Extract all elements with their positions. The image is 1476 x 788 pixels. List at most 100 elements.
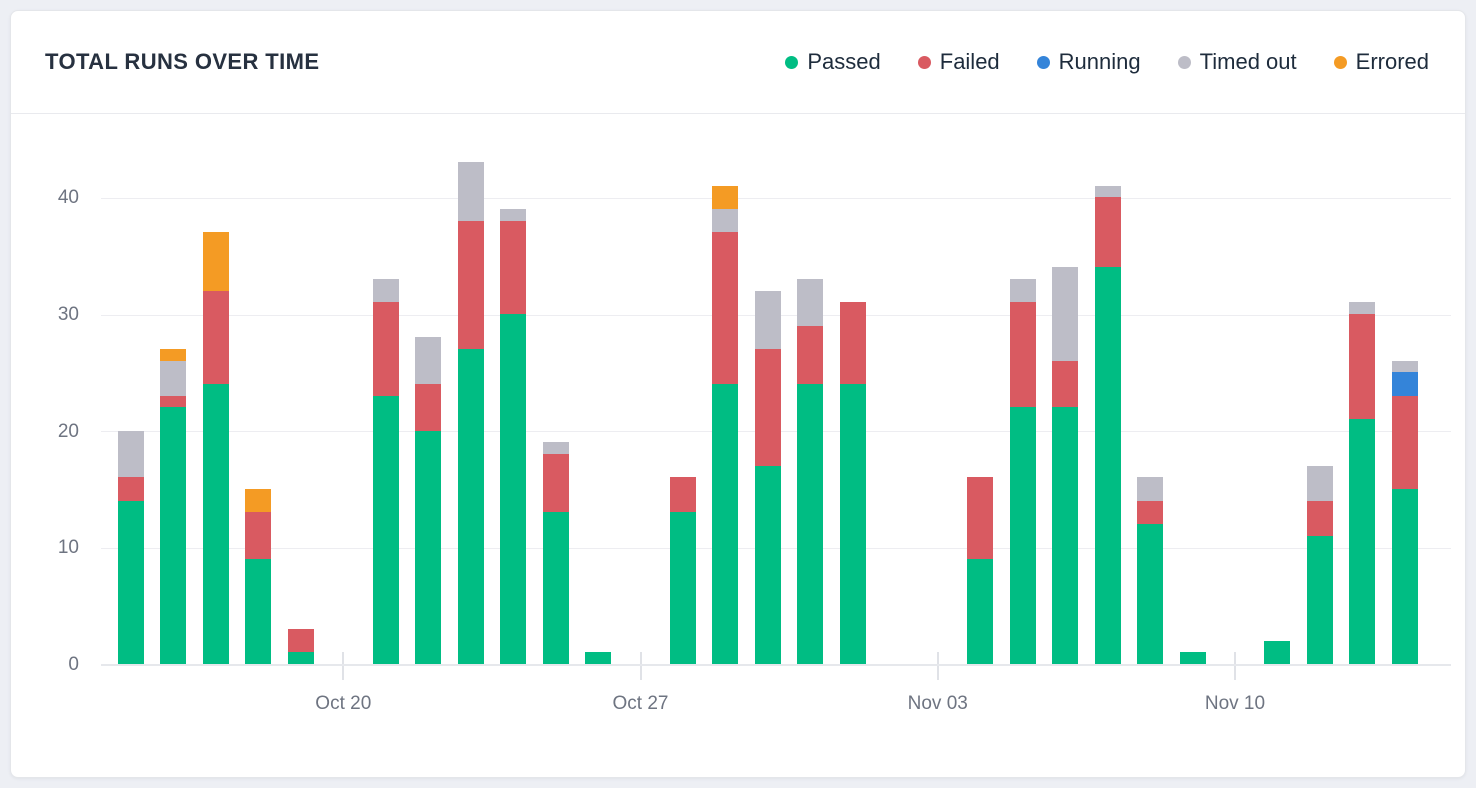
bar-column-oct-15[interactable]: [118, 430, 144, 664]
bar-column-oct-21[interactable]: [372, 279, 399, 664]
bar-segment-failed[interactable]: [967, 477, 994, 559]
bar-segment-failed[interactable]: [1349, 314, 1376, 419]
bar-segment-passed[interactable]: [585, 652, 612, 664]
bar-segment-passed[interactable]: [415, 430, 442, 664]
bar-column-oct-23[interactable]: [457, 162, 484, 664]
bar-segment-errored[interactable]: [202, 232, 229, 291]
bar-column-nov-05[interactable]: [1009, 279, 1036, 664]
legend-item-running[interactable]: Running: [1036, 49, 1141, 75]
bar-segment-passed[interactable]: [1009, 407, 1036, 664]
bar-segment-failed[interactable]: [712, 232, 739, 384]
bar-segment-errored[interactable]: [245, 489, 272, 513]
bar-segment-passed[interactable]: [118, 500, 144, 664]
bar-segment-passed[interactable]: [287, 652, 314, 664]
bar-segment-timed-out[interactable]: [500, 209, 527, 221]
bar-segment-failed[interactable]: [1391, 395, 1418, 489]
bar-segment-timed-out[interactable]: [1306, 465, 1333, 501]
bar-column-nov-04[interactable]: [967, 477, 994, 664]
bar-segment-failed[interactable]: [287, 629, 314, 653]
bar-segment-passed[interactable]: [500, 313, 527, 664]
bar-column-nov-06[interactable]: [1052, 267, 1079, 664]
bar-segment-running[interactable]: [1391, 372, 1418, 396]
bar-segment-passed[interactable]: [1179, 652, 1206, 664]
bar-segment-passed[interactable]: [542, 512, 569, 664]
bar-segment-passed[interactable]: [1137, 524, 1164, 664]
bar-segment-failed[interactable]: [202, 290, 229, 384]
bar-segment-passed[interactable]: [754, 465, 781, 664]
bar-segment-failed[interactable]: [118, 477, 144, 501]
bar-column-oct-31[interactable]: [797, 279, 824, 664]
bar-segment-failed[interactable]: [245, 512, 272, 559]
bar-segment-passed[interactable]: [1391, 488, 1418, 664]
bar-segment-timed-out[interactable]: [1349, 302, 1376, 314]
bar-column-nov-13[interactable]: [1349, 302, 1376, 664]
bar-column-nov-01[interactable]: [839, 302, 866, 664]
bar-segment-timed-out[interactable]: [754, 290, 781, 349]
bar-segment-timed-out[interactable]: [457, 162, 484, 221]
bar-segment-passed[interactable]: [1052, 407, 1079, 664]
bar-segment-timed-out[interactable]: [372, 279, 399, 303]
bar-column-nov-07[interactable]: [1094, 185, 1121, 664]
bar-segment-failed[interactable]: [669, 477, 696, 513]
bar-segment-passed[interactable]: [1264, 640, 1291, 664]
bar-column-oct-19[interactable]: [287, 629, 314, 664]
bar-segment-passed[interactable]: [669, 512, 696, 664]
bar-segment-passed[interactable]: [1349, 419, 1376, 664]
bar-segment-errored[interactable]: [712, 185, 739, 209]
bar-segment-timed-out[interactable]: [712, 209, 739, 233]
bar-column-oct-26[interactable]: [585, 652, 612, 664]
legend-item-passed[interactable]: Passed: [785, 49, 881, 75]
bar-segment-timed-out[interactable]: [1052, 267, 1079, 361]
bar-column-nov-09[interactable]: [1179, 652, 1206, 664]
bar-segment-failed[interactable]: [1094, 197, 1121, 268]
bar-segment-timed-out[interactable]: [1137, 477, 1164, 501]
legend-item-timed-out[interactable]: Timed out: [1177, 49, 1297, 75]
bar-segment-passed[interactable]: [839, 384, 866, 664]
bar-segment-passed[interactable]: [202, 384, 229, 664]
bar-segment-failed[interactable]: [500, 220, 527, 314]
bar-column-oct-17[interactable]: [202, 232, 229, 664]
bar-segment-passed[interactable]: [457, 349, 484, 664]
bar-segment-timed-out[interactable]: [118, 430, 144, 478]
bar-segment-failed[interactable]: [1306, 500, 1333, 536]
bar-segment-timed-out[interactable]: [415, 337, 442, 384]
bar-column-oct-24[interactable]: [500, 209, 527, 664]
bar-segment-passed[interactable]: [372, 395, 399, 664]
bar-segment-failed[interactable]: [1137, 500, 1164, 524]
bar-segment-failed[interactable]: [457, 220, 484, 349]
bar-column-oct-28[interactable]: [669, 477, 696, 664]
bar-segment-failed[interactable]: [839, 302, 866, 384]
bar-segment-timed-out[interactable]: [160, 360, 187, 396]
legend-item-errored[interactable]: Errored: [1333, 49, 1429, 75]
bar-segment-passed[interactable]: [160, 407, 187, 664]
bar-segment-failed[interactable]: [542, 454, 569, 513]
bar-segment-timed-out[interactable]: [1391, 360, 1418, 373]
bar-column-oct-18[interactable]: [245, 489, 272, 664]
bar-column-oct-22[interactable]: [415, 337, 442, 664]
bar-segment-timed-out[interactable]: [542, 442, 569, 454]
bar-segment-failed[interactable]: [415, 384, 442, 431]
bar-column-oct-25[interactable]: [542, 442, 569, 664]
bar-segment-failed[interactable]: [1009, 302, 1036, 408]
legend-item-failed[interactable]: Failed: [917, 49, 1000, 75]
bar-column-nov-14[interactable]: [1391, 360, 1418, 664]
bar-segment-passed[interactable]: [1094, 267, 1121, 664]
bar-segment-errored[interactable]: [160, 349, 187, 361]
bar-segment-passed[interactable]: [797, 383, 824, 664]
bar-segment-timed-out[interactable]: [1009, 279, 1036, 303]
bar-segment-failed[interactable]: [160, 395, 187, 408]
bar-segment-passed[interactable]: [1306, 535, 1333, 664]
bar-segment-passed[interactable]: [967, 559, 994, 664]
bar-column-oct-16[interactable]: [160, 349, 187, 664]
bar-column-nov-12[interactable]: [1306, 465, 1333, 664]
bar-segment-failed[interactable]: [1052, 360, 1079, 408]
bar-segment-failed[interactable]: [372, 302, 399, 396]
bar-segment-failed[interactable]: [754, 349, 781, 466]
bar-segment-timed-out[interactable]: [1094, 185, 1121, 198]
bar-segment-passed[interactable]: [245, 558, 272, 664]
bar-column-oct-30[interactable]: [754, 290, 781, 664]
bar-segment-timed-out[interactable]: [797, 279, 824, 326]
bar-segment-passed[interactable]: [712, 383, 739, 664]
bar-column-oct-29[interactable]: [712, 185, 739, 664]
bar-column-nov-08[interactable]: [1137, 477, 1164, 664]
